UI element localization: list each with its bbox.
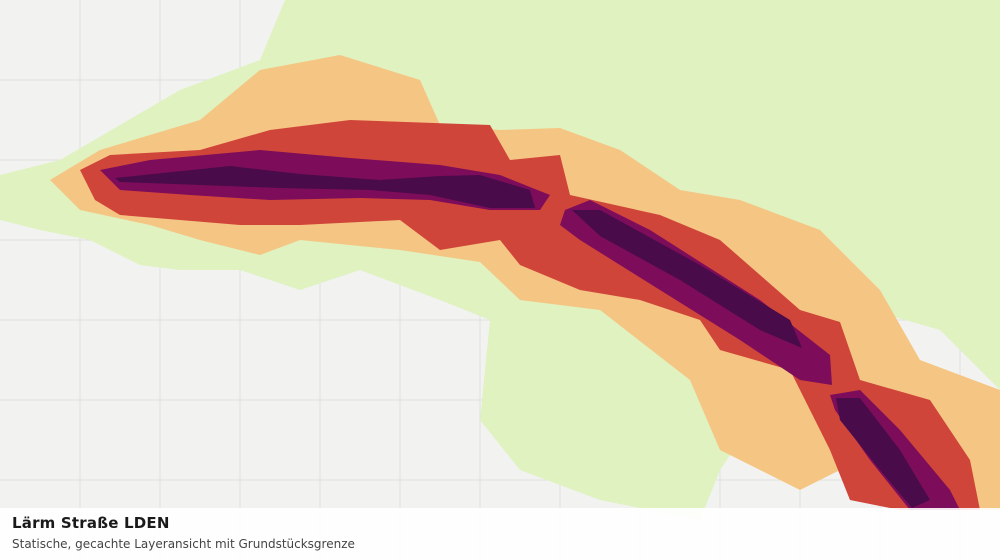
legend-footer: Lärm Straße LDEN Statische, gecachte Lay… bbox=[0, 508, 1000, 560]
layer-title: Lärm Straße LDEN bbox=[12, 514, 170, 532]
layer-subtitle: Statische, gecachte Layeransicht mit Gru… bbox=[12, 537, 355, 551]
noise-zone-high bbox=[80, 120, 980, 510]
noise-zone-extreme bbox=[115, 166, 930, 508]
